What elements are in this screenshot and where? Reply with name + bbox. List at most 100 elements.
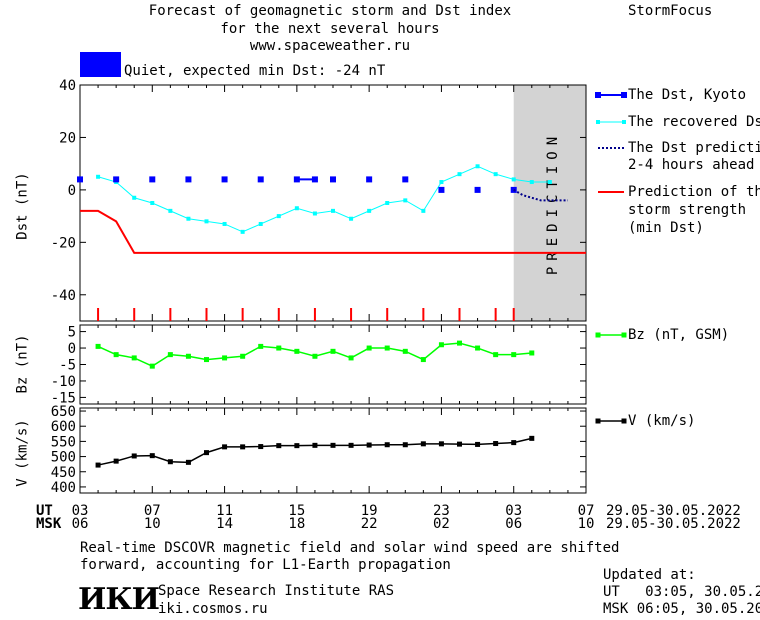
bz-point (167, 352, 173, 358)
bz-point (457, 340, 462, 346)
y-tick-label: -10 (51, 374, 76, 390)
updated-ut: UT 03:05, 30.05.2022 (603, 584, 760, 600)
panel-frame-2 (79, 407, 587, 494)
msk-tick-label: 18 (288, 516, 305, 532)
recovered-dst-point (493, 172, 498, 177)
recovered-dst-point (511, 177, 516, 182)
dst-kyoto-point (330, 176, 336, 183)
recovered-dst-point (204, 219, 209, 224)
bz-point (312, 353, 318, 359)
dst-kyoto-point (311, 176, 318, 183)
legend-v: V (km/s) (628, 413, 696, 429)
msk-tick-label: 06 (72, 516, 89, 532)
v-point (167, 459, 173, 465)
ut-tick-label: 23 (433, 503, 450, 519)
legend-prediction-2: 2-4 hours ahead (628, 157, 755, 173)
y-tick-label: 400 (51, 480, 76, 496)
v-point (511, 440, 517, 446)
v-point (384, 442, 390, 448)
bz-point (185, 353, 191, 359)
recovered-dst-point (240, 229, 245, 234)
msk-label: MSK (36, 516, 62, 532)
legend-storm-2: storm strength (628, 202, 747, 218)
legend-dst-kyoto-marker (595, 92, 601, 98)
footer-note-line2: forward, accounting for L1-Earth propaga… (80, 557, 451, 573)
ut-tick-label: 03 (505, 503, 522, 519)
bz-point (131, 355, 137, 361)
y-tick-label: -20 (51, 235, 76, 251)
msk-tick-label: 02 (433, 516, 450, 532)
legend-recovered-marker (622, 120, 626, 124)
legend-storm-1: Prediction of the (628, 184, 760, 200)
recovered-dst-point (96, 174, 101, 179)
msk-tick-label: 10 (144, 516, 161, 532)
legend-prediction-1: The Dst prediction (628, 140, 760, 156)
ut-tick-label: 07 (144, 503, 161, 519)
v-point (258, 444, 264, 450)
legend-dst-kyoto-marker (621, 92, 627, 98)
legend-dst-kyoto: The Dst, Kyoto (628, 87, 747, 103)
legend-recovered-marker (596, 120, 600, 124)
legend-bz-marker (595, 332, 601, 338)
institute-name: Space Research Institute RAS (158, 583, 395, 599)
v-point (493, 441, 499, 447)
y-tick-label: 450 (51, 465, 76, 481)
msk-tick-label: 14 (216, 516, 233, 532)
dst-kyoto-point (402, 176, 409, 183)
legend-bz: Bz (nT, GSM) (628, 327, 730, 343)
y-tick-label: 0 (68, 183, 76, 199)
prediction-region (513, 85, 586, 321)
recovered-dst-point (312, 211, 317, 216)
institute-site[interactable]: iki.cosmos.ru (158, 601, 268, 617)
bz-point (384, 345, 390, 351)
bz-point (330, 348, 336, 354)
y-tick-label: 5 (68, 325, 76, 341)
legend-v-marker (621, 418, 627, 424)
bz-point (276, 345, 282, 351)
website-link[interactable]: www.spaceweather.ru (249, 38, 411, 54)
recovered-dst-point (222, 221, 227, 226)
msk-tick-label: 22 (361, 516, 378, 532)
ut-tick-label: 07 (578, 503, 595, 519)
bz-point (529, 350, 535, 356)
bz-point (348, 355, 354, 361)
v-point (149, 453, 155, 459)
v-point (420, 441, 426, 447)
footer-note-line1: Real-time DSCOVR magnetic field and sola… (80, 540, 620, 556)
updated-msk: MSK 06:05, 30.05.2022 (603, 601, 760, 617)
ut-tick-label: 03 (72, 503, 89, 519)
y-tick-label: 20 (59, 130, 76, 146)
bz-point (475, 345, 481, 351)
recovered-dst-point (547, 180, 552, 185)
recovered-dst-point (403, 198, 408, 203)
v-point (348, 442, 354, 448)
recovered-dst-point (294, 206, 299, 211)
v-point (240, 444, 246, 450)
bz-point (402, 348, 408, 354)
legend-storm-3: (min Dst) (628, 220, 704, 236)
recovered-dst-point (385, 201, 390, 205)
v-point (529, 435, 535, 441)
msk-date-range: 29.05-30.05.2022 (606, 516, 741, 532)
dst-prediction-line (513, 189, 568, 202)
recovered-dst-point (168, 208, 173, 213)
storm-strength-line (80, 209, 586, 254)
recovered-dst-point (186, 216, 191, 221)
bz-point (511, 352, 517, 358)
chart-title-line1: Forecast of geomagnetic storm and Dst in… (148, 3, 512, 19)
bz-point (222, 355, 228, 361)
bz-point (294, 348, 300, 354)
recovered-dst-point (258, 221, 263, 226)
v-point (402, 442, 408, 448)
bz-point (493, 352, 499, 358)
ut-date-range: 29.05-30.05.2022 (606, 503, 741, 519)
ut-tick-label: 11 (216, 503, 233, 519)
brand-name: StormFocus (628, 3, 713, 19)
v-point (294, 443, 300, 449)
ut-tick-label: 19 (361, 503, 378, 519)
v-point (457, 441, 462, 447)
y-tick-label: 600 (51, 419, 76, 435)
y-tick-label: -5 (59, 358, 76, 374)
dst-kyoto-point (438, 186, 445, 193)
recovered-dst-point (367, 208, 372, 213)
